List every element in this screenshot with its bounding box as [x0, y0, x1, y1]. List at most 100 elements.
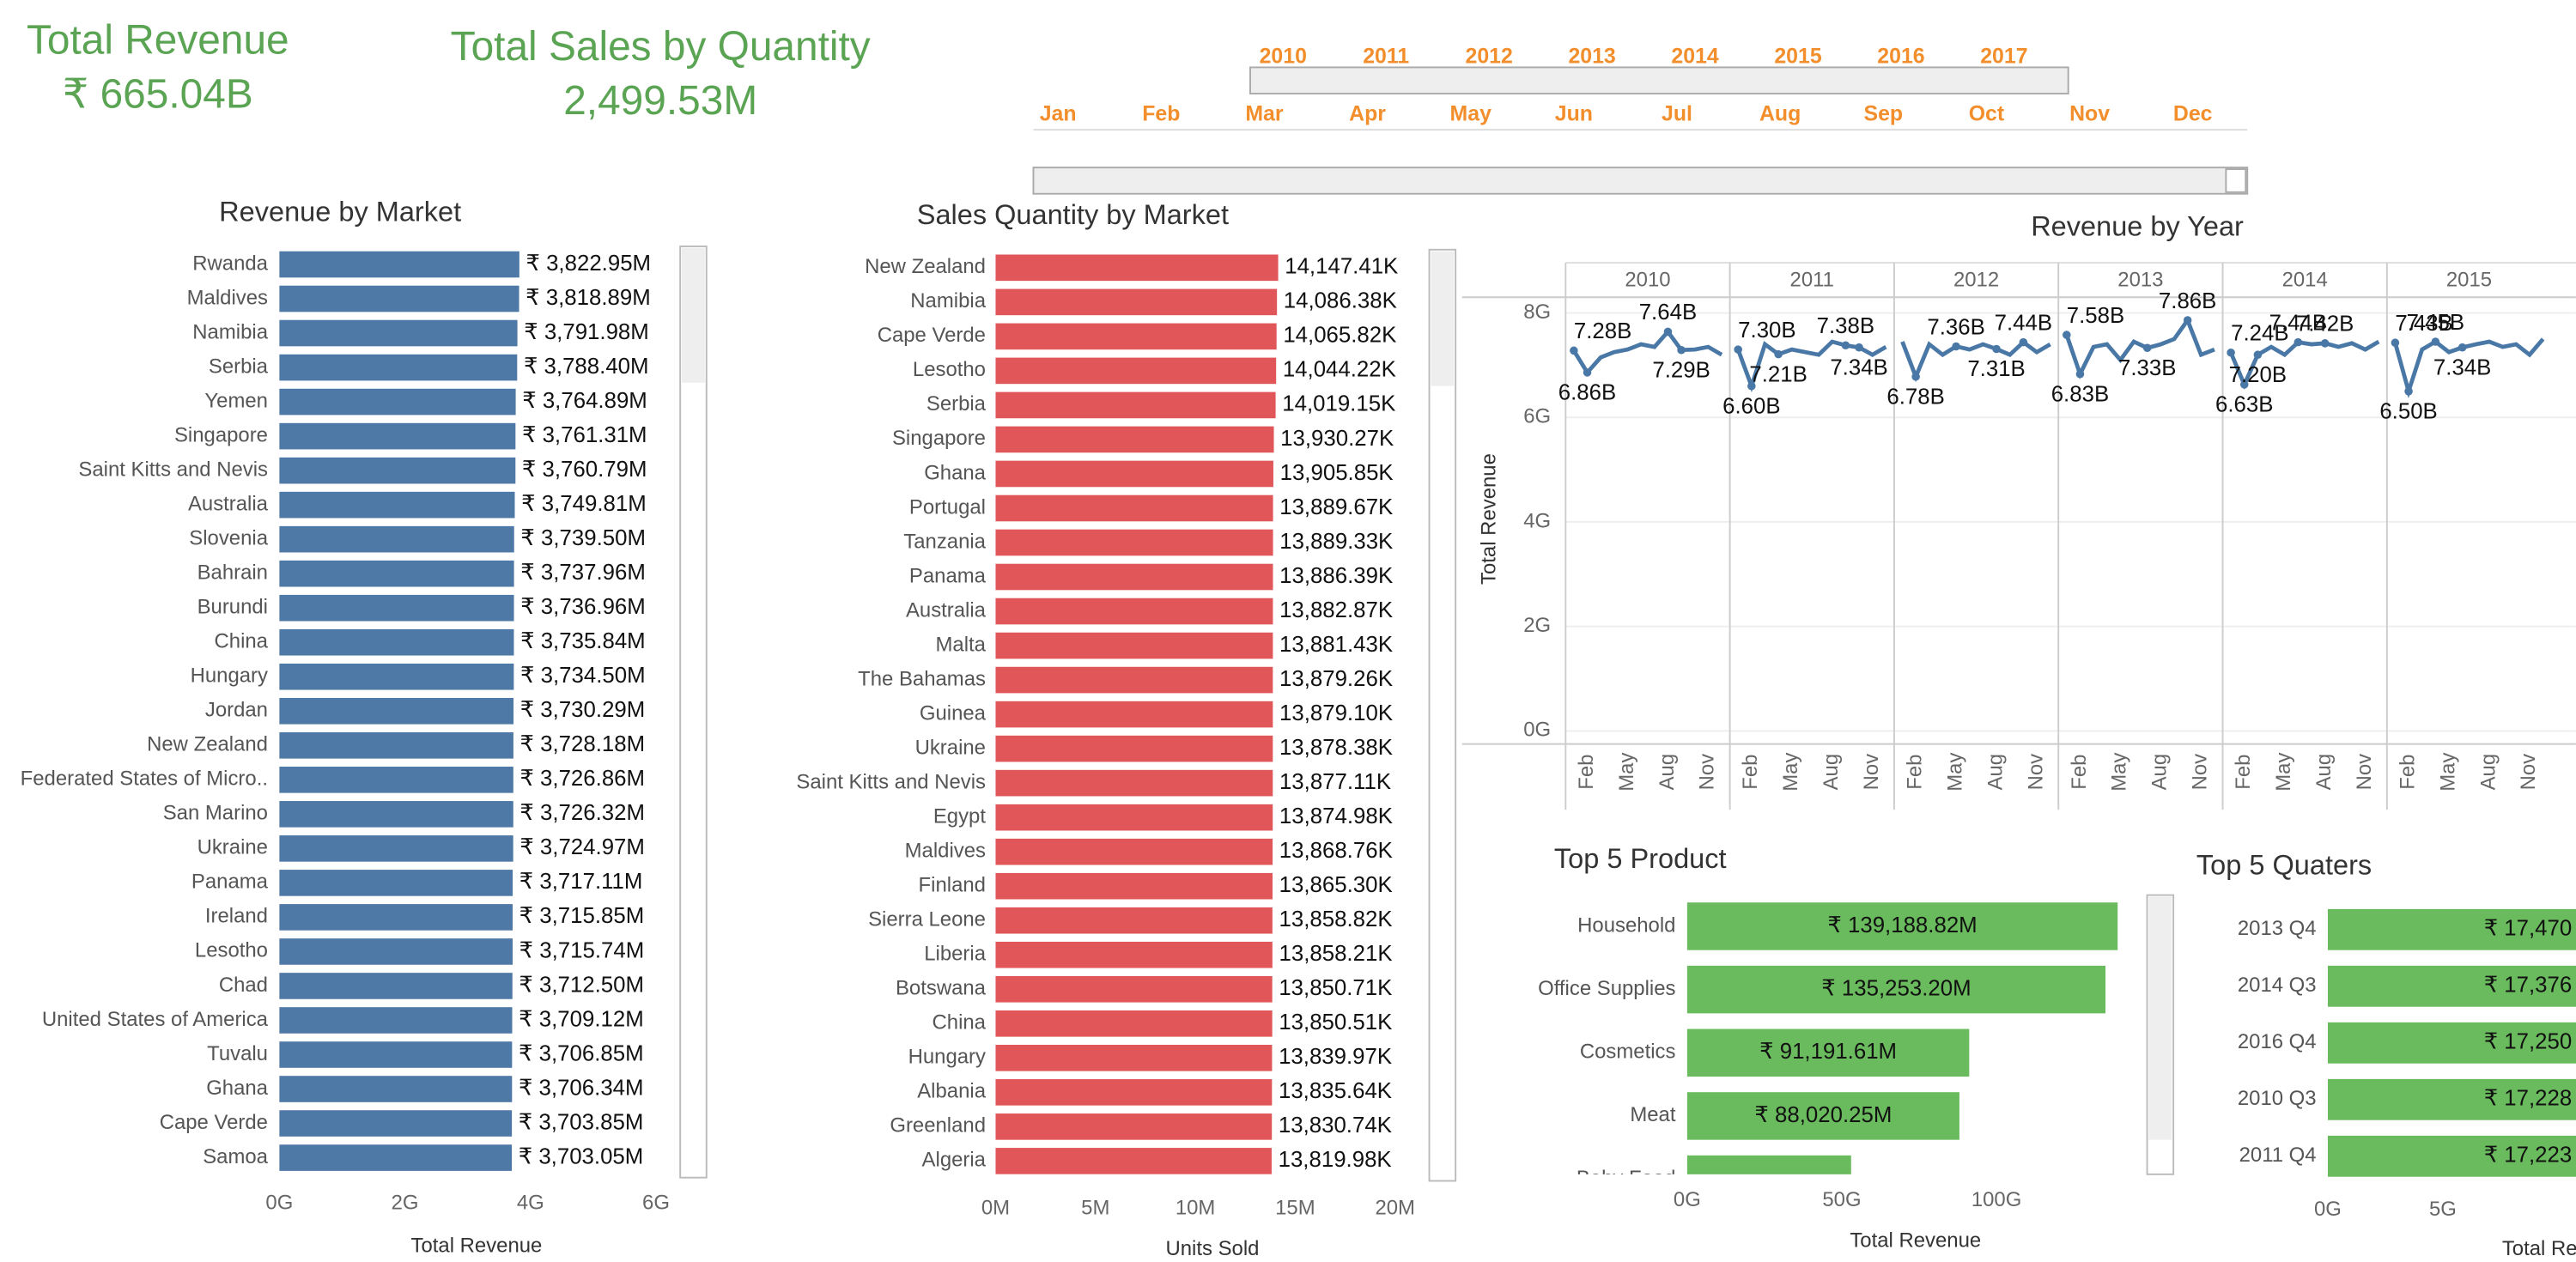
value-label: 7.28B [1574, 319, 1631, 343]
year-slider[interactable] [1249, 66, 2069, 95]
scroll-thumb[interactable] [2148, 896, 2172, 1140]
bar [995, 838, 1273, 865]
x-tick-label: 5M [1081, 1196, 1109, 1219]
x-tick-label: Feb [2068, 755, 2091, 790]
bar [995, 941, 1273, 968]
month-filter[interactable]: Feb [1142, 101, 1180, 125]
month-filter[interactable]: Sep [1863, 101, 1903, 125]
scroll-thumb[interactable] [682, 247, 705, 383]
y-tick-label: 2G [1523, 614, 1551, 637]
line [1571, 328, 1723, 376]
x-tick-label: Aug [2312, 754, 2336, 791]
scrollbar[interactable] [679, 246, 708, 1179]
category-label: Serbia [927, 392, 987, 416]
month-filter[interactable]: Apr [1349, 101, 1386, 125]
chart-title: Sales Quantity by Market [917, 199, 1229, 230]
value-label: 13,874.98K [1279, 804, 1393, 828]
x-tick-label: May [2272, 753, 2295, 792]
bar [279, 904, 513, 931]
value-label: ₹ 3,715.74M [519, 938, 645, 962]
bar [279, 388, 516, 416]
bar [279, 767, 513, 793]
x-tick-label: Feb [1575, 755, 1598, 790]
category-label: Liberia [924, 943, 986, 966]
value-label: 14,086.38K [1284, 289, 1397, 313]
month-filter[interactable]: Mar [1245, 101, 1284, 125]
x-tick-label: 6G [642, 1192, 670, 1215]
value-label: ₹ 3,734.50M [520, 664, 646, 688]
x-tick-label: May [1779, 753, 1802, 792]
value-label: ₹ 3,717.11M [519, 870, 643, 894]
value-label: 13,850.51K [1279, 1010, 1392, 1034]
x-tick-label: 10M [1176, 1196, 1216, 1219]
year-filter[interactable]: 2010 [1260, 45, 1307, 69]
category-label: Hungary [908, 1046, 986, 1069]
category-label: Jordan [205, 699, 268, 722]
month-filter[interactable]: Dec [2173, 101, 2213, 125]
scroll-thumb[interactable] [1431, 251, 1455, 386]
value-label: ₹ 3,791.98M [524, 320, 649, 344]
category-label: Office Supplies [1538, 977, 1675, 1000]
month-filter[interactable]: Jun [1555, 101, 1593, 125]
year-filter[interactable]: 2017 [1980, 45, 2027, 69]
category-label: Cape Verde [160, 1111, 268, 1134]
kpi-title: Total Sales by Quantity [451, 24, 871, 70]
month-filter[interactable]: Aug [1759, 101, 1801, 125]
category-label: Panama [191, 871, 269, 894]
slider-handle[interactable] [2225, 168, 2247, 193]
bar [995, 701, 1273, 728]
point [1855, 343, 1863, 352]
x-tick-label: Nov [2353, 754, 2376, 791]
bar [279, 422, 516, 450]
bar [279, 697, 514, 725]
month-filter[interactable]: Nov [2069, 101, 2110, 125]
category-label: Botswana [896, 977, 987, 1000]
panel-header: 2013 [2117, 268, 2163, 291]
value-label: 13,881.43K [1279, 633, 1393, 657]
bar [279, 731, 513, 759]
category-label: Guinea [920, 701, 987, 725]
value-label: 7.44B [1995, 311, 2052, 335]
year-filter[interactable]: 2015 [1774, 45, 1821, 69]
bar [279, 491, 515, 519]
point [1747, 381, 1756, 391]
category-label: Maldives [905, 840, 986, 863]
month-filter[interactable]: May [1450, 101, 1492, 125]
bar [995, 1045, 1273, 1071]
value-label: ₹ 3,736.96M [520, 595, 646, 619]
month-filter[interactable]: Oct [1969, 101, 2004, 125]
year-filter[interactable]: 2013 [1568, 45, 1615, 69]
value-label: 6.78B [1886, 385, 1944, 409]
year-filter[interactable]: 2011 [1363, 45, 1409, 69]
value-label: 7.64B [1639, 300, 1697, 325]
year-filter[interactable]: 2016 [1877, 45, 1924, 69]
value-label: 13,879.26K [1279, 667, 1393, 691]
y-tick-label: 4G [1523, 509, 1551, 532]
value-label: 13,835.64K [1279, 1079, 1392, 1103]
category-label: Hungary [191, 664, 268, 688]
month-filter[interactable]: Jul [1662, 101, 1692, 125]
bar [2327, 1135, 2576, 1177]
category-label: China [933, 1011, 987, 1034]
x-tick-label: Nov [2189, 754, 2212, 791]
month-filter[interactable]: Jan [1040, 101, 1077, 125]
category-label: Australia [188, 492, 269, 515]
bar [1686, 1028, 1970, 1077]
point [2075, 369, 2085, 379]
bar-group: 2013 Q4 ₹ 17,470 2014 Q3 ₹ 17,376 2016 Q4 ₹ 1… [2238, 908, 2576, 1177]
value-label: 13,839.97K [1279, 1045, 1392, 1069]
category-label: San Marino [163, 802, 268, 825]
bar [279, 1041, 513, 1068]
category-label: Panama [909, 564, 987, 587]
year-filter[interactable]: 2012 [1466, 45, 1513, 69]
value-label: 14,065.82K [1283, 324, 1396, 348]
x-tick-label: Aug [1820, 754, 1843, 791]
value-label: 13,819.98K [1279, 1148, 1392, 1172]
month-slider[interactable] [1032, 167, 2249, 195]
point [1841, 341, 1850, 350]
year-filter[interactable]: 2014 [1671, 45, 1718, 69]
point [1570, 346, 1578, 355]
x-tick-label: 5G [2429, 1198, 2457, 1221]
scrollbar[interactable] [1428, 248, 1457, 1182]
